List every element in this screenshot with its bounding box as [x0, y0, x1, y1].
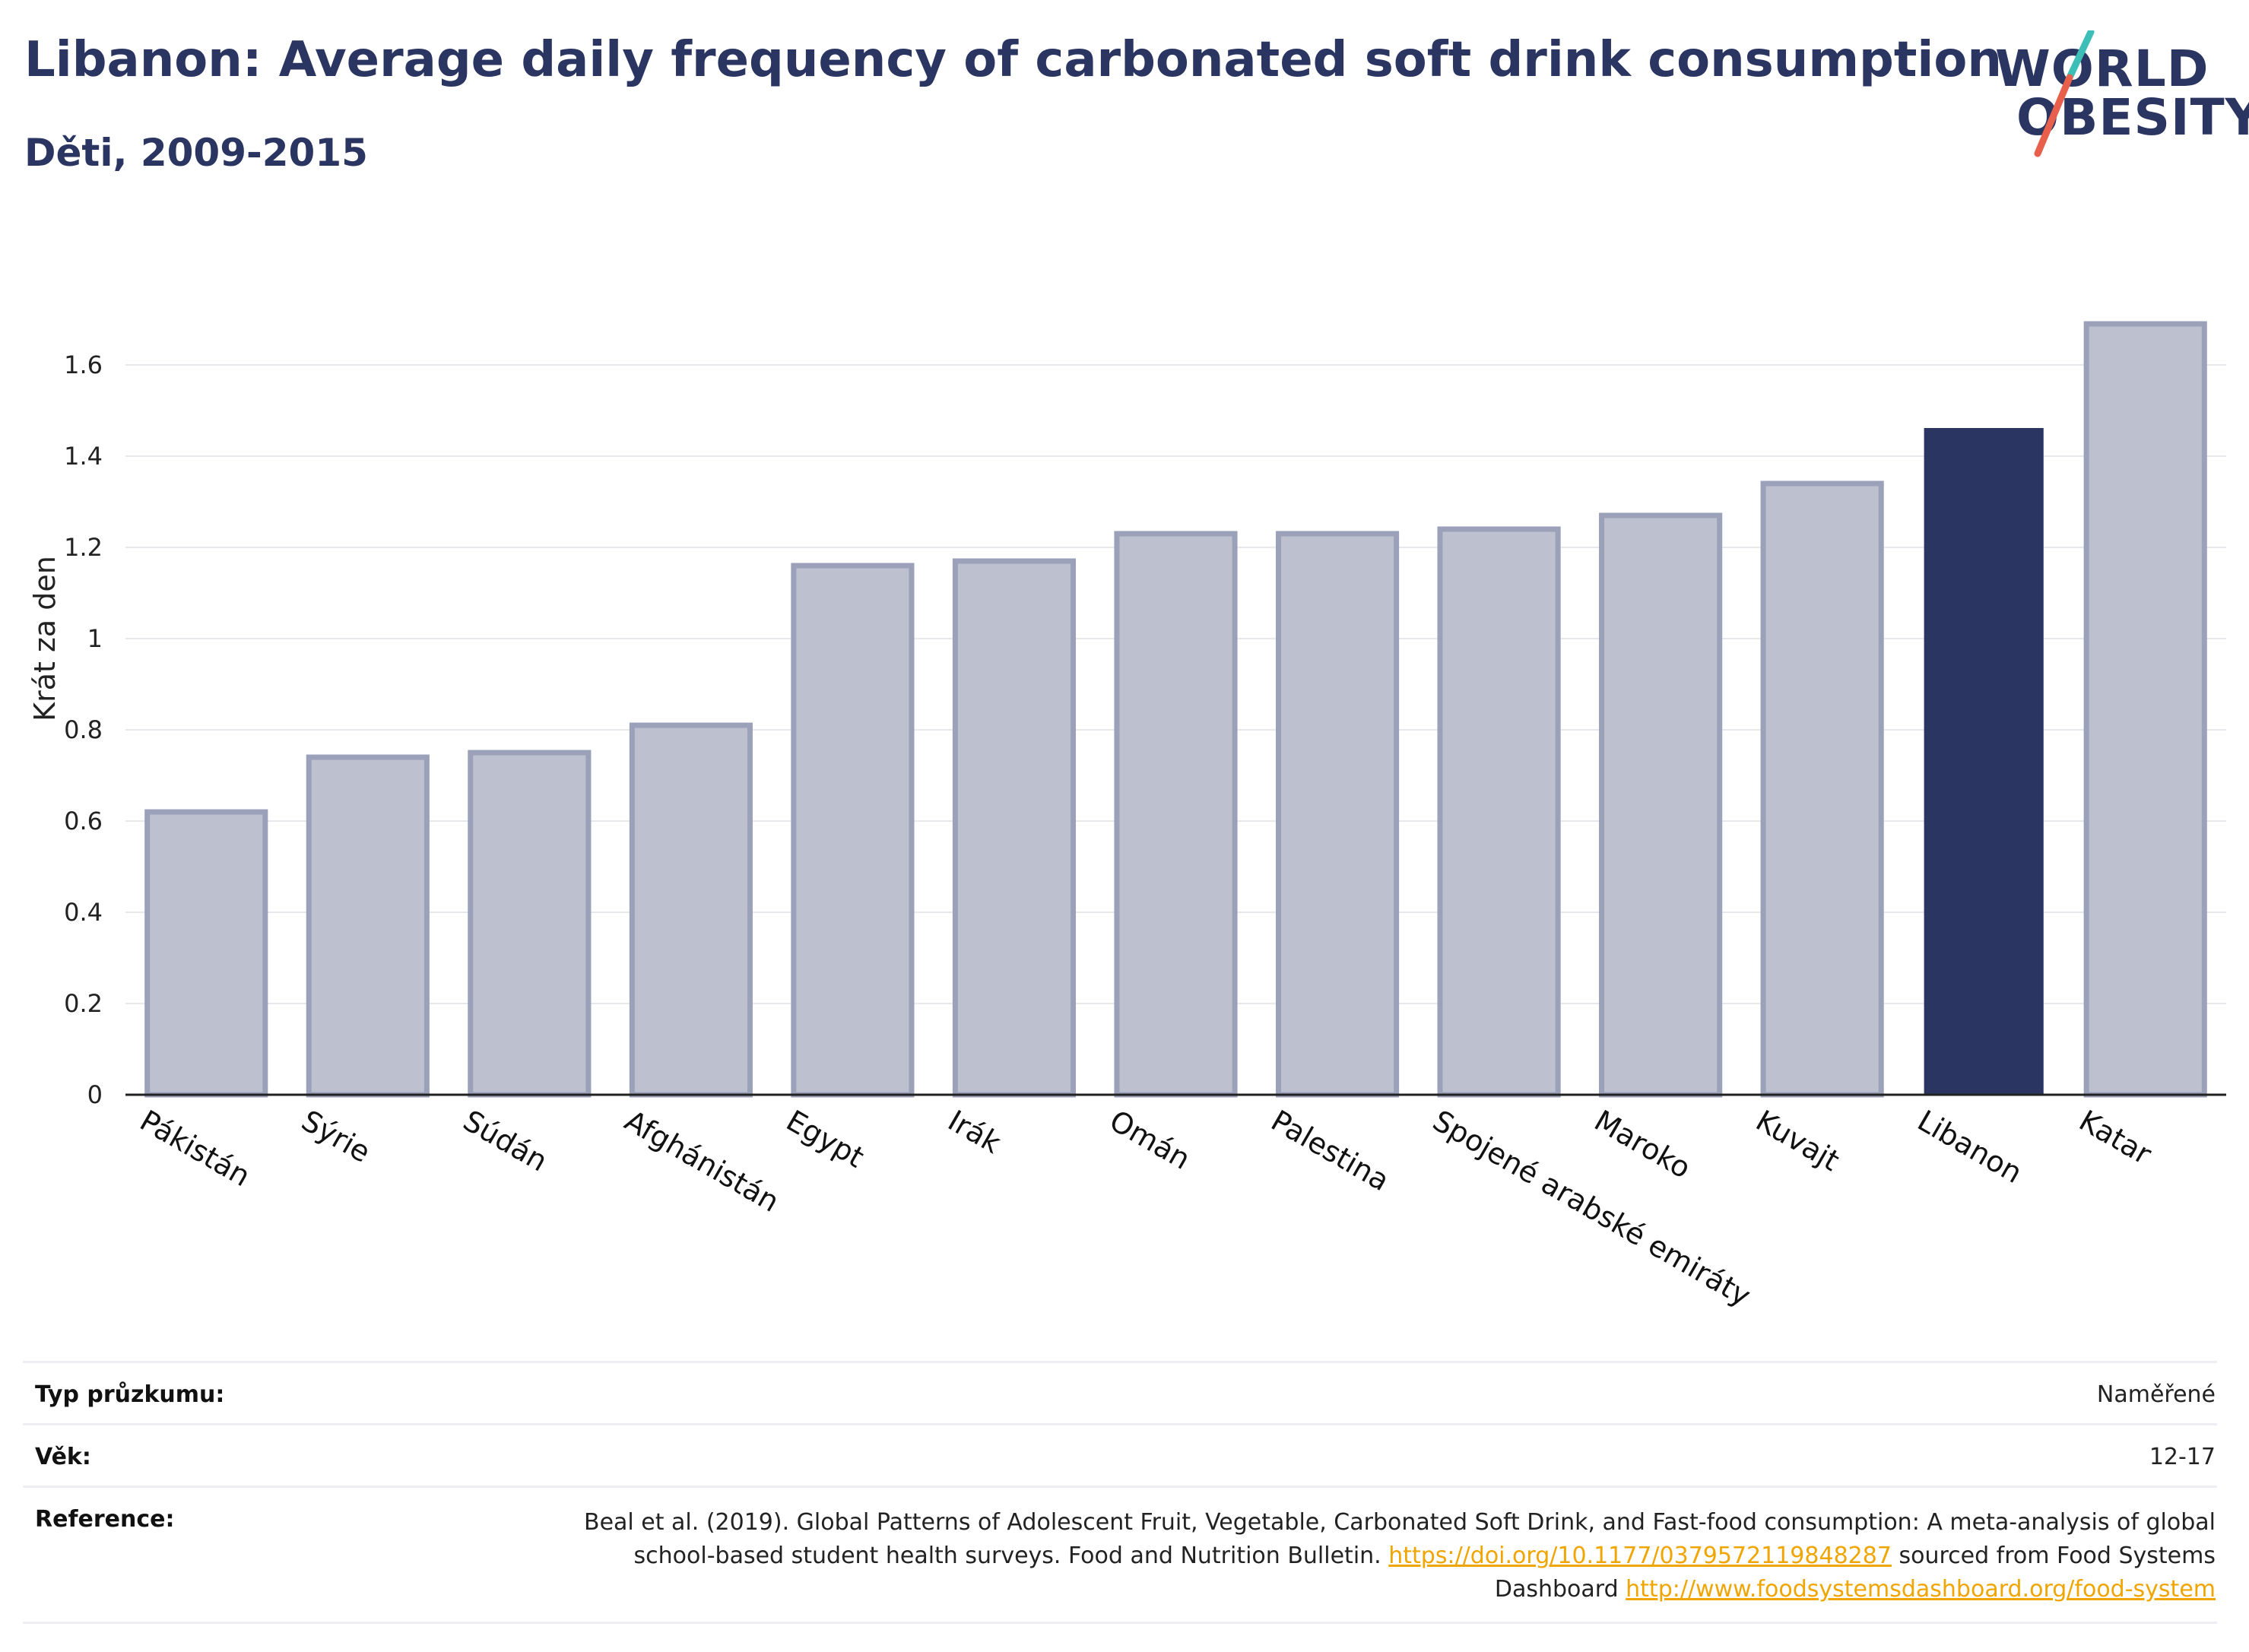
y-tick-label: 1.6: [64, 350, 103, 379]
meta-value: 12-17: [2149, 1444, 2216, 1470]
meta-row-reference: Reference: Beal et al. (2019). Global Pa…: [23, 1486, 2217, 1624]
meta-value: Naměřené: [2096, 1381, 2216, 1408]
x-tick-label: Palestina: [1266, 1104, 1395, 1198]
y-tick-label: 1: [87, 624, 103, 653]
y-tick-label: 1.2: [64, 533, 103, 562]
y-tick-label: 0: [87, 1080, 103, 1109]
x-tick-label: Spojené arabské emiráty: [1427, 1104, 1756, 1313]
meta-key: Reference:: [35, 1506, 175, 1533]
x-tick-label: Omán: [1104, 1104, 1196, 1176]
reference-text: Beal et al. (2019). Global Patterns of A…: [573, 1506, 2217, 1606]
bar: [2083, 321, 2207, 1098]
x-tick-label: Kuvajt: [1750, 1104, 1845, 1178]
bar: [1114, 531, 1238, 1098]
metadata-table: Typ průzkumu: Naměřené Věk: 12-17 Refere…: [23, 1361, 2217, 1624]
bar: [468, 750, 592, 1098]
bar: [306, 754, 430, 1098]
bar: [1924, 428, 2044, 1096]
meta-key: Věk:: [35, 1444, 91, 1470]
x-tick-label: Egypt: [781, 1104, 870, 1175]
bar: [1599, 512, 1723, 1098]
x-tick-label: Súdán: [458, 1104, 554, 1178]
bar-chart: 0 0.2 0.4 0.6 0.8 1 1.2 1.4 1.6 Krát za den Pákist…: [28, 321, 2226, 1313]
dashboard-link[interactable]: http://www.foodsystemsdashboard.org/food…: [1626, 1576, 2216, 1603]
world-obesity-logo: WORLD OBESITY: [1977, 30, 2249, 163]
meta-key: Typ průzkumu:: [35, 1381, 225, 1408]
x-tick-label: Libanon: [1912, 1104, 2028, 1190]
meta-row-survey-type: Typ průzkumu: Naměřené: [23, 1361, 2217, 1423]
bar: [1437, 526, 1561, 1098]
bar: [629, 722, 753, 1098]
logo-word-1: WORLD: [1995, 40, 2209, 98]
reference-citation: Beal et al. (2019). Global Patterns of A…: [583, 1509, 2216, 1569]
x-tick-label: Afghánistán: [619, 1104, 785, 1219]
chart-subtitle: Děti, 2009-2015: [24, 131, 368, 175]
bar: [1275, 531, 1400, 1098]
doi-link[interactable]: https://doi.org/10.1177/0379572119848287: [1388, 1543, 1892, 1569]
meta-row-age: Věk: 12-17: [23, 1423, 2217, 1486]
y-tick-label: 0.6: [64, 807, 103, 836]
bar: [1760, 480, 1884, 1098]
bar: [144, 809, 268, 1098]
y-tick-label: 0.2: [64, 989, 103, 1018]
x-tick-label: Pákistán: [135, 1104, 256, 1194]
x-tick-label: Maroko: [1589, 1104, 1697, 1185]
x-tick-label: Irák: [942, 1104, 1006, 1160]
y-axis-label: Krát za den: [28, 556, 62, 721]
x-tick-label: Katar: [2073, 1104, 2157, 1172]
logo-slash-icon: [2034, 30, 2095, 157]
bar: [791, 563, 915, 1098]
reference-source: sourced from Food Systems Dashboard: [1494, 1543, 2216, 1603]
x-tick-label: Sýrie: [296, 1104, 376, 1169]
y-tick-label: 0.4: [64, 898, 103, 927]
chart-title: Libanon: Average daily frequency of carb…: [24, 32, 2002, 88]
y-tick-label: 0.8: [64, 715, 103, 744]
y-tick-label: 1.4: [64, 442, 103, 471]
bar: [952, 558, 1077, 1098]
